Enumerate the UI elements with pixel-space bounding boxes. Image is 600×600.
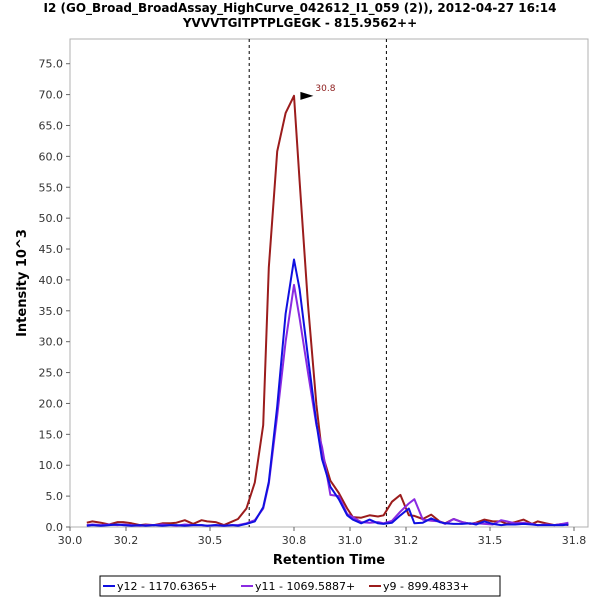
y-axis: 0.0 5.0 10.0 15.0 20.0 25.0 30.0 35.0 40.0 45.0 50… — [39, 58, 70, 534]
y-tick-label: 45.0 — [39, 243, 64, 256]
y-tick-label: 60.0 — [39, 150, 64, 163]
y-tick-label: 0.0 — [46, 521, 64, 534]
peak-arrow-icon — [300, 91, 314, 100]
peak-label: 30.8 — [315, 84, 335, 94]
peak-annotation: 30.8 — [300, 84, 336, 100]
legend-item-label: y9 - 899.4833+ — [383, 580, 469, 593]
y-tick-label: 25.0 — [39, 367, 64, 380]
y-tick-label: 20.0 — [39, 397, 64, 410]
y-tick-label: 10.0 — [39, 459, 64, 472]
y-tick-label: 30.0 — [39, 336, 64, 349]
y-tick-label: 50.0 — [39, 212, 64, 225]
y-tick-label: 55.0 — [39, 181, 64, 194]
series-lines — [86, 94, 569, 527]
legend: y12 - 1170.6365+ y11 - 1069.5887+ y9 - 899… — [99, 575, 501, 597]
y-tick-label: 70.0 — [39, 89, 64, 102]
legend-item-label: y11 - 1069.5887+ — [255, 580, 355, 593]
x-tick-label: 30.5 — [198, 534, 223, 547]
legend-box — [99, 575, 501, 597]
x-tick-label: 31.0 — [338, 534, 363, 547]
plot-area — [69, 38, 589, 528]
y-tick-label: 15.0 — [39, 428, 64, 441]
chart-subtitle: YVVVTGITPTPLGEGK - 815.9562++ — [182, 16, 417, 30]
chart-title: I2 (GO_Broad_BroadAssay_HighCurve_042612… — [44, 1, 557, 16]
x-tick-label: 30.0 — [58, 534, 83, 547]
x-tick-label: 30.8 — [282, 534, 307, 547]
series-line-y12 — [86, 258, 569, 527]
y-tick-label: 35.0 — [39, 305, 64, 318]
x-tick-label: 31.8 — [562, 534, 587, 547]
x-tick-label: 31.5 — [478, 534, 503, 547]
legend-item-label: y12 - 1170.6365+ — [117, 580, 217, 593]
y-tick-label: 65.0 — [39, 119, 64, 132]
x-axis: 30.0 30.2 30.5 30.8 31.0 31.2 31.5 31.8 — [58, 527, 587, 547]
x-tick-label: 31.2 — [394, 534, 419, 547]
x-tick-label: 30.2 — [114, 534, 139, 547]
y-tick-label: 5.0 — [46, 490, 64, 503]
y-axis-label: Intensity 10^3 — [15, 229, 30, 337]
x-axis-label: Retention Time — [273, 553, 385, 568]
y-tick-label: 75.0 — [39, 58, 64, 71]
y-tick-label: 40.0 — [39, 274, 64, 287]
